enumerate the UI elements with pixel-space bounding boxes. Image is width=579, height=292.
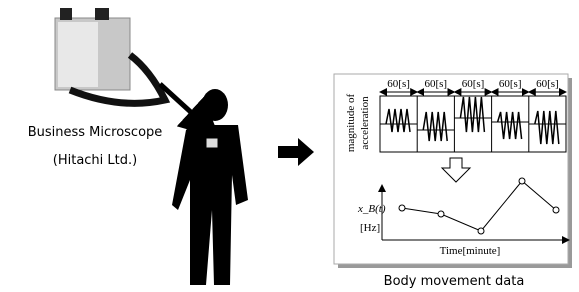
arrow [160, 84, 205, 125]
person-silhouette [172, 89, 248, 285]
window-label: 60[s] [462, 78, 485, 90]
window-label: 60[s] [499, 78, 522, 90]
y-label: acceleration [359, 96, 371, 150]
device-name: Business Microscope [28, 125, 163, 140]
page: Business Microscope (Hitachi Ltd.) magni… [0, 0, 579, 292]
x-label: Time[minute] [440, 245, 501, 257]
y-unit: [Hz] [360, 222, 380, 234]
y-label: x_B(t) [357, 203, 386, 215]
window-label: 60[s] [387, 78, 410, 90]
window-label: 60[s] [424, 78, 447, 90]
arrow [278, 138, 314, 166]
device-maker: (Hitachi Ltd.) [53, 153, 137, 168]
diagram: Business Microscope (Hitachi Ltd.) magni… [0, 0, 579, 292]
device-image [55, 8, 165, 103]
panel-caption: Body movement data [384, 274, 525, 289]
window-label: 60[s] [536, 78, 559, 90]
y-label: magnitude of [345, 93, 357, 152]
